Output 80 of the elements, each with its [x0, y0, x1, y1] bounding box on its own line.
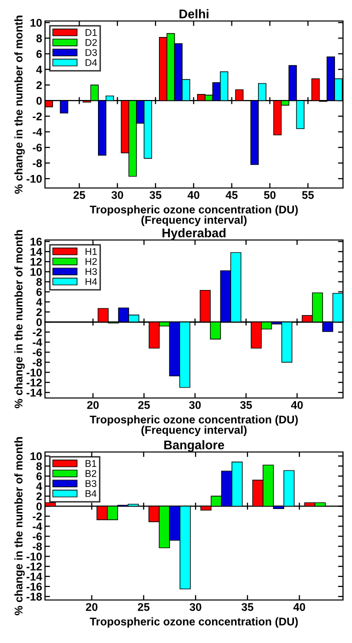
x-tick-label: 25: [74, 191, 86, 199]
x-axis-title: Tropospheric ozone concentration (DU) (Frequency interval): [90, 205, 298, 226]
y-tick-label: -2: [32, 512, 42, 520]
y-tick-label: -18: [26, 592, 42, 601]
y-tick-label: -8: [32, 358, 42, 366]
y-tick-label: -8: [32, 159, 42, 168]
y-tick-label: 8: [36, 462, 42, 470]
x-tick-label: 20: [87, 401, 99, 409]
y-tick-label: 0: [36, 502, 42, 510]
chart-title: Delhi: [180, 9, 208, 18]
legend-label: B1: [86, 460, 96, 467]
y-tick-label: -6: [32, 348, 42, 356]
y-tick-label: 4: [36, 482, 42, 490]
x-tick-label: 20: [86, 603, 98, 611]
y-tick-label: 0: [36, 96, 42, 105]
y-tick-label: -8: [32, 542, 42, 550]
x-tick-label: 30: [189, 401, 201, 409]
x-tick-label: 50: [264, 191, 276, 199]
y-tick-label: 8: [36, 34, 42, 42]
y-tick-label: 4: [36, 298, 42, 306]
legend-label: B3: [86, 480, 96, 487]
legend-label: D1: [86, 29, 97, 36]
legend-label: B4: [86, 490, 96, 497]
x-axis-title: Tropospheric ozone concentration (DU): [90, 617, 298, 628]
y-tick-label: 6: [36, 288, 42, 296]
y-tick-label: 2: [36, 81, 42, 90]
y-axis-title: % change in the number of month: [14, 230, 25, 408]
y-tick-label: -4: [32, 522, 42, 530]
legend-label: H2: [86, 258, 97, 265]
x-tick-label: 45: [226, 191, 238, 199]
legend-label: H4: [86, 278, 98, 285]
y-tick-label: 8: [36, 278, 42, 286]
y-tick-label: -14: [26, 572, 42, 580]
chart-title: Hyderabad: [162, 228, 226, 240]
y-axis-title: % change in the number of month: [14, 437, 25, 616]
y-tick-label: 10: [30, 452, 42, 460]
y-axis-title: % change in the number of month: [14, 16, 25, 194]
legend-label: H3: [86, 268, 97, 275]
y-tick-label: -2: [32, 112, 42, 120]
y-tick-label: 6: [36, 50, 42, 58]
y-tick-label: 14: [30, 248, 42, 256]
y-tick-label: -6: [32, 144, 42, 152]
x-tick-label: 40: [291, 401, 303, 409]
chart-title: Bangalore: [164, 440, 224, 452]
legend-label: D2: [86, 39, 97, 46]
y-tick-label: -10: [26, 552, 42, 560]
x-tick-label: 40: [293, 603, 306, 611]
y-tick-label: -10: [26, 368, 42, 376]
y-tick-label: -12: [26, 378, 42, 386]
x-tick-label: 25: [138, 603, 150, 611]
y-tick-label: 2: [36, 492, 42, 500]
y-tick-label: -16: [26, 582, 42, 591]
y-tick-label: 4: [36, 66, 42, 74]
x-tick-label: 35: [242, 603, 254, 611]
legend-label: B2: [86, 470, 96, 477]
y-tick-label: 10: [30, 268, 42, 276]
y-tick-label: -12: [26, 562, 42, 570]
y-tick-label: -10: [26, 174, 42, 183]
y-tick-label: 6: [36, 472, 42, 480]
y-tick-label: -4: [32, 338, 42, 346]
y-tick-label: -2: [32, 328, 42, 336]
y-tick-label: 0: [36, 318, 42, 326]
y-tick-label: 2: [36, 308, 42, 316]
legend-label: H1: [86, 248, 97, 255]
x-tick-label: 35: [240, 401, 252, 409]
y-tick-label: 12: [30, 258, 42, 266]
x-tick-label: 35: [150, 191, 162, 199]
legend-label: D4: [86, 59, 98, 66]
y-tick-label: -6: [32, 532, 42, 540]
x-tick-label: 30: [111, 191, 124, 199]
y-tick-label: -4: [32, 128, 42, 136]
y-tick-label: 16: [30, 238, 42, 246]
x-tick-label: 55: [302, 191, 314, 199]
legend-label: D3: [86, 49, 97, 56]
y-tick-label: -14: [26, 388, 42, 396]
x-tick-label: 40: [188, 191, 200, 199]
x-tick-label: 30: [190, 603, 202, 611]
x-tick-label: 25: [138, 401, 150, 409]
y-tick-label: 10: [30, 18, 42, 27]
x-axis-title: Tropospheric ozone concentration (DU) (Frequency interval): [90, 415, 298, 436]
